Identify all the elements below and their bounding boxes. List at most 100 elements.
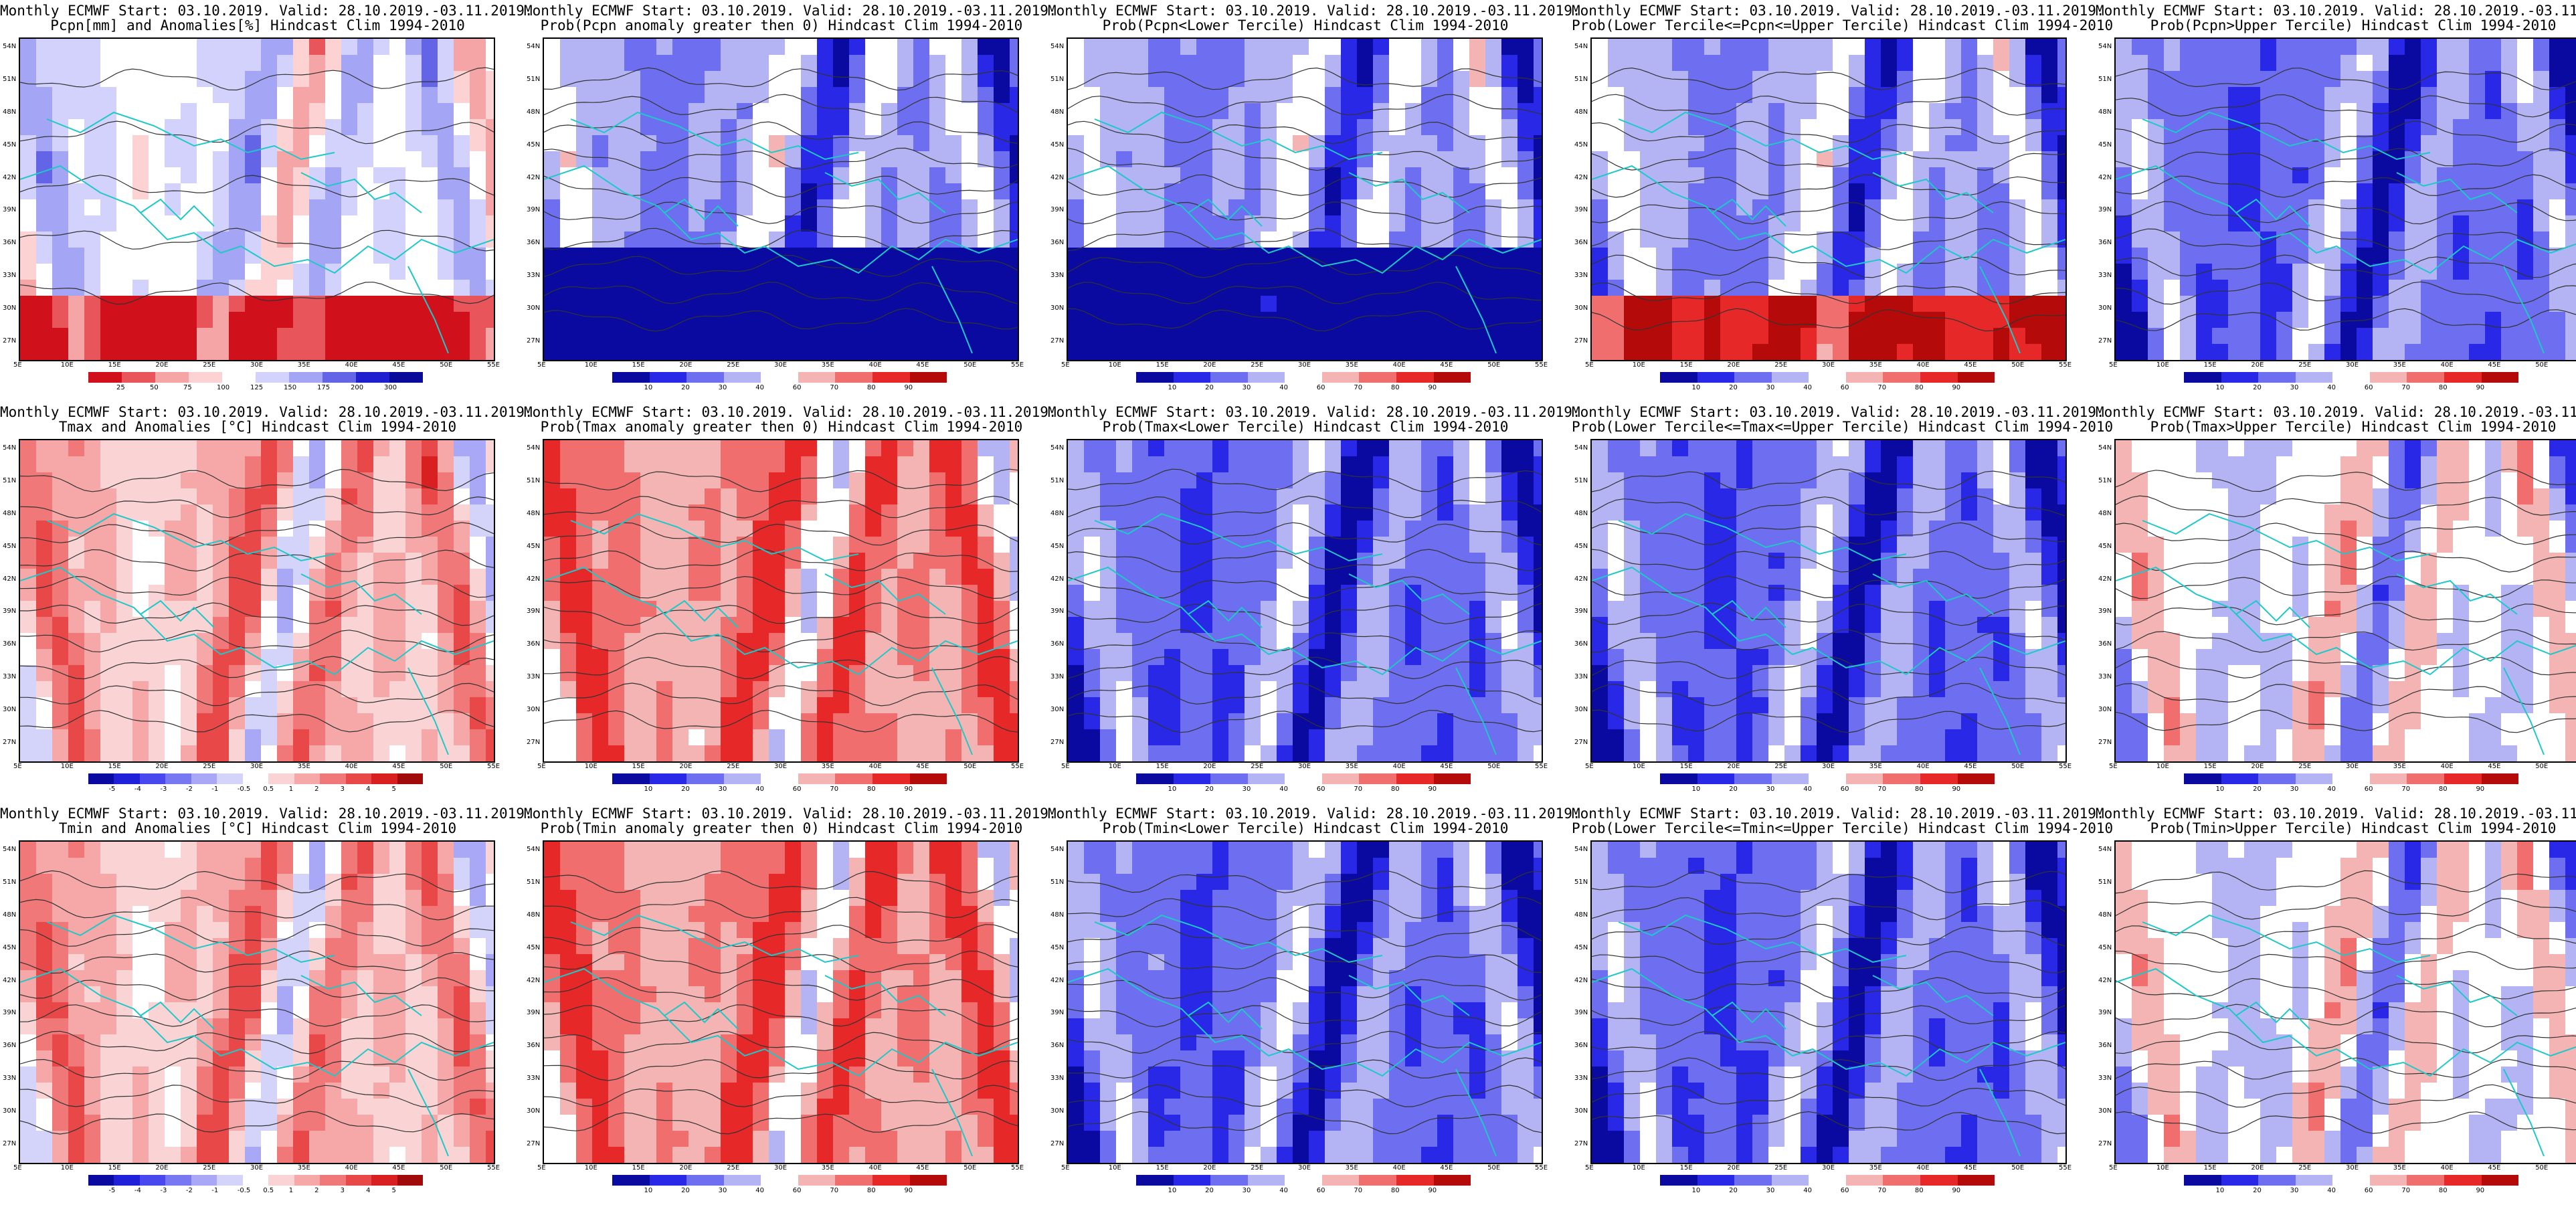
colorbar-label: 30 [719, 785, 727, 793]
longitude-label: 25E [1251, 1164, 1263, 1172]
colorbar-swatch [1322, 1175, 1360, 1186]
panel-title-line2: Prob(Pcpn>Upper Tercile) Hindcast Clim 1… [2096, 17, 2576, 33]
latitude-label: 30N [1050, 1107, 1064, 1115]
colorbar-label: 40 [1279, 785, 1288, 793]
colorbar-swatch [1846, 773, 1883, 784]
longitude-label: 15E [108, 1164, 121, 1172]
colorbar-swatch [1248, 1175, 1285, 1186]
longitude-label: 30E [2346, 361, 2359, 369]
latitude-label: 48N [1050, 510, 1064, 517]
colorbar-swatch [346, 1175, 371, 1186]
colorbar-swatch [798, 773, 836, 784]
longitude-label: 10E [1633, 1164, 1645, 1172]
map-panel: Monthly ECMWF Start: 03.10.2019. Valid: … [0, 806, 524, 1207]
latitude-label: 39N [2098, 1009, 2112, 1016]
colorbar-label: 40 [1279, 1187, 1288, 1194]
colorbar-swatch [155, 372, 189, 383]
colorbar-swatch [2444, 1175, 2482, 1186]
colorbar-label: 80 [2439, 1187, 2448, 1194]
longitude-label: 40E [1393, 763, 1406, 770]
colorbar-swatch [910, 773, 947, 784]
longitude-label: 30E [1822, 1164, 1835, 1172]
longitude-label: 5E [1061, 1164, 1070, 1172]
colorbar-swatch [872, 372, 910, 383]
longitude-label: 15E [1156, 763, 1169, 770]
longitude-label: 20E [679, 763, 692, 770]
colorbar-swatch [798, 1175, 836, 1186]
colorbar-label: 2 [314, 785, 318, 793]
colorbar-label: 90 [1952, 1187, 1960, 1194]
longitude-label: 30E [774, 763, 787, 770]
colorbar-swatch [1285, 773, 1322, 784]
longitude-label: 30E [1298, 1164, 1311, 1172]
latitude-label: 30N [3, 304, 16, 312]
latitude-label: 51N [1574, 477, 1588, 484]
longitude-label: 45E [1440, 361, 1453, 369]
colorbar [1136, 1175, 1471, 1186]
latitude-label: 33N [3, 1075, 16, 1082]
latitude-label: 45N [2098, 543, 2112, 550]
colorbar-label: 1 [289, 785, 293, 793]
colorbar-swatch [2332, 1175, 2370, 1186]
longitude-label: 10E [2156, 1164, 2169, 1172]
colorbar-label: 60 [793, 1187, 802, 1194]
latitude-label: 27N [3, 1140, 16, 1147]
longitude-label: 15E [1156, 361, 1169, 369]
latitude-label: 51N [527, 76, 540, 83]
map-panel: Monthly ECMWF Start: 03.10.2019. Valid: … [1048, 3, 1572, 404]
colorbar-swatch [1883, 1175, 1920, 1186]
map-area [2114, 439, 2576, 763]
colorbar-label: 30 [2290, 1187, 2299, 1194]
colorbar-swatch [88, 1175, 114, 1186]
latitude-label: 39N [1574, 608, 1588, 615]
longitude-label: 5E [537, 361, 546, 369]
colorbar [612, 773, 947, 784]
longitude-label: 30E [250, 361, 263, 369]
colorbar-swatch [686, 773, 724, 784]
panel-title-line1: Monthly ECMWF Start: 03.10.2019. Valid: … [2096, 404, 2576, 420]
longitude-label: 10E [2156, 361, 2169, 369]
colorbar-label: 40 [2327, 785, 2336, 793]
latitude-label: 42N [1050, 977, 1064, 984]
colorbar-swatch [1322, 773, 1360, 784]
longitude-label: 40E [869, 1164, 882, 1172]
colorbar-swatch [761, 1175, 798, 1186]
latitude-label: 36N [527, 239, 540, 246]
colorbar-swatch [1359, 1175, 1396, 1186]
colorbar [1660, 372, 1995, 383]
map-area [1067, 840, 1543, 1164]
latitude-label: 33N [3, 272, 16, 279]
colorbar-swatch [1697, 372, 1735, 383]
colorbar-label: 90 [1428, 785, 1437, 793]
longitude-label: 20E [155, 763, 168, 770]
colorbar-swatch [2296, 773, 2333, 784]
colorbar-label: 30 [2290, 384, 2299, 391]
colorbar-swatch [1958, 773, 1995, 784]
longitude-label: 30E [774, 1164, 787, 1172]
latitude-label: 45N [3, 141, 16, 149]
latitude-label: 27N [1574, 337, 1588, 345]
latitude-label: 48N [1050, 911, 1064, 919]
colorbar-label: 10 [1168, 384, 1177, 391]
colorbar-label: 20 [1205, 1187, 1214, 1194]
colorbar-label: 4 [366, 1187, 370, 1194]
map-panel: Monthly ECMWF Start: 03.10.2019. Valid: … [2096, 3, 2576, 404]
latitude-label: 54N [3, 846, 16, 853]
latitude-label: 33N [2098, 272, 2112, 279]
colorbar-label: 10 [1692, 1187, 1701, 1194]
longitude-label: 50E [440, 763, 452, 770]
colorbar-label: 10 [2216, 785, 2225, 793]
latitude-label: 33N [1574, 673, 1588, 680]
colorbar-label: -1 [211, 1187, 218, 1194]
longitude-label: 40E [1393, 361, 1406, 369]
longitude-label: 25E [1774, 361, 1787, 369]
map-area [1590, 439, 2067, 763]
colorbar-label: 90 [1428, 384, 1437, 391]
longitude-label: 55E [1011, 763, 1024, 770]
longitude-label: 45E [2488, 763, 2500, 770]
latitude-label: 45N [3, 944, 16, 951]
colorbar-swatch [2184, 1175, 2221, 1186]
longitude-label: 30E [250, 763, 263, 770]
longitude-label: 20E [1727, 763, 1740, 770]
colorbar-swatch [1809, 773, 1846, 784]
